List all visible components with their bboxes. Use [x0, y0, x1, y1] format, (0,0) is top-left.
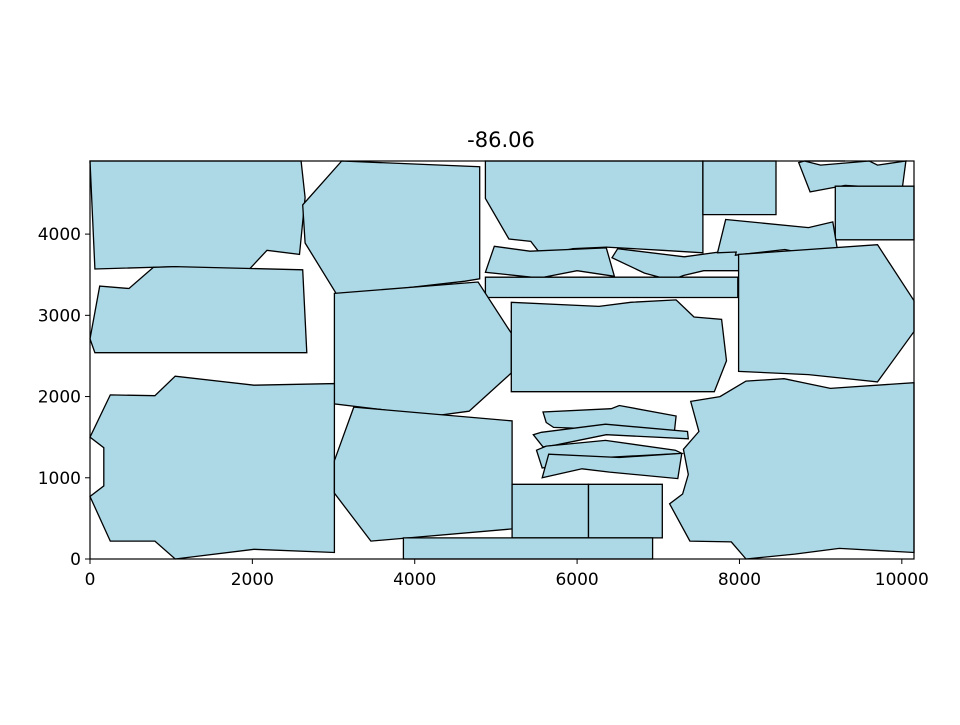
polygon-2	[302, 160, 481, 297]
polygon-3	[484, 160, 704, 256]
polygon-11	[737, 244, 915, 383]
y-tick-label: 0	[70, 550, 81, 570]
y-tick-label: 1000	[38, 469, 81, 489]
polygon-group	[89, 160, 915, 560]
x-tick-label: 8000	[718, 570, 761, 590]
x-tick-label: 0	[85, 570, 96, 590]
x-tick-label: 10000	[875, 570, 929, 590]
plot-frame	[89, 160, 915, 560]
polygon-12	[89, 265, 308, 354]
y-tick-label: 2000	[38, 388, 81, 408]
x-tick-label: 6000	[555, 570, 598, 590]
polygon-24	[668, 378, 915, 560]
polygon-15	[542, 404, 677, 432]
polygon-19	[89, 375, 336, 560]
y-tick-label: 4000	[38, 225, 81, 245]
polygon-7	[484, 245, 616, 279]
polygon-13	[333, 281, 512, 417]
polygon-6	[834, 185, 915, 241]
polygon-10	[484, 276, 739, 299]
polygon-23	[402, 537, 654, 560]
chart-title: -86.06	[467, 128, 535, 152]
polygon-4	[702, 160, 777, 216]
polygon-22	[587, 483, 663, 539]
polygon-1	[89, 160, 306, 276]
polygon-16	[532, 423, 690, 448]
y-axis-ticks: 0 1000 2000 3000 4000	[38, 225, 90, 570]
x-axis-ticks: 0 2000 4000 6000 8000 10000	[85, 559, 929, 590]
x-tick-label: 4000	[393, 570, 436, 590]
polygon-20	[333, 406, 513, 542]
x-tick-label: 2000	[231, 570, 274, 590]
polygon-18	[541, 452, 683, 480]
y-tick-label: 3000	[38, 306, 81, 326]
polygon-14	[510, 299, 728, 393]
axes	[89, 160, 915, 560]
polygon-21	[511, 483, 590, 539]
